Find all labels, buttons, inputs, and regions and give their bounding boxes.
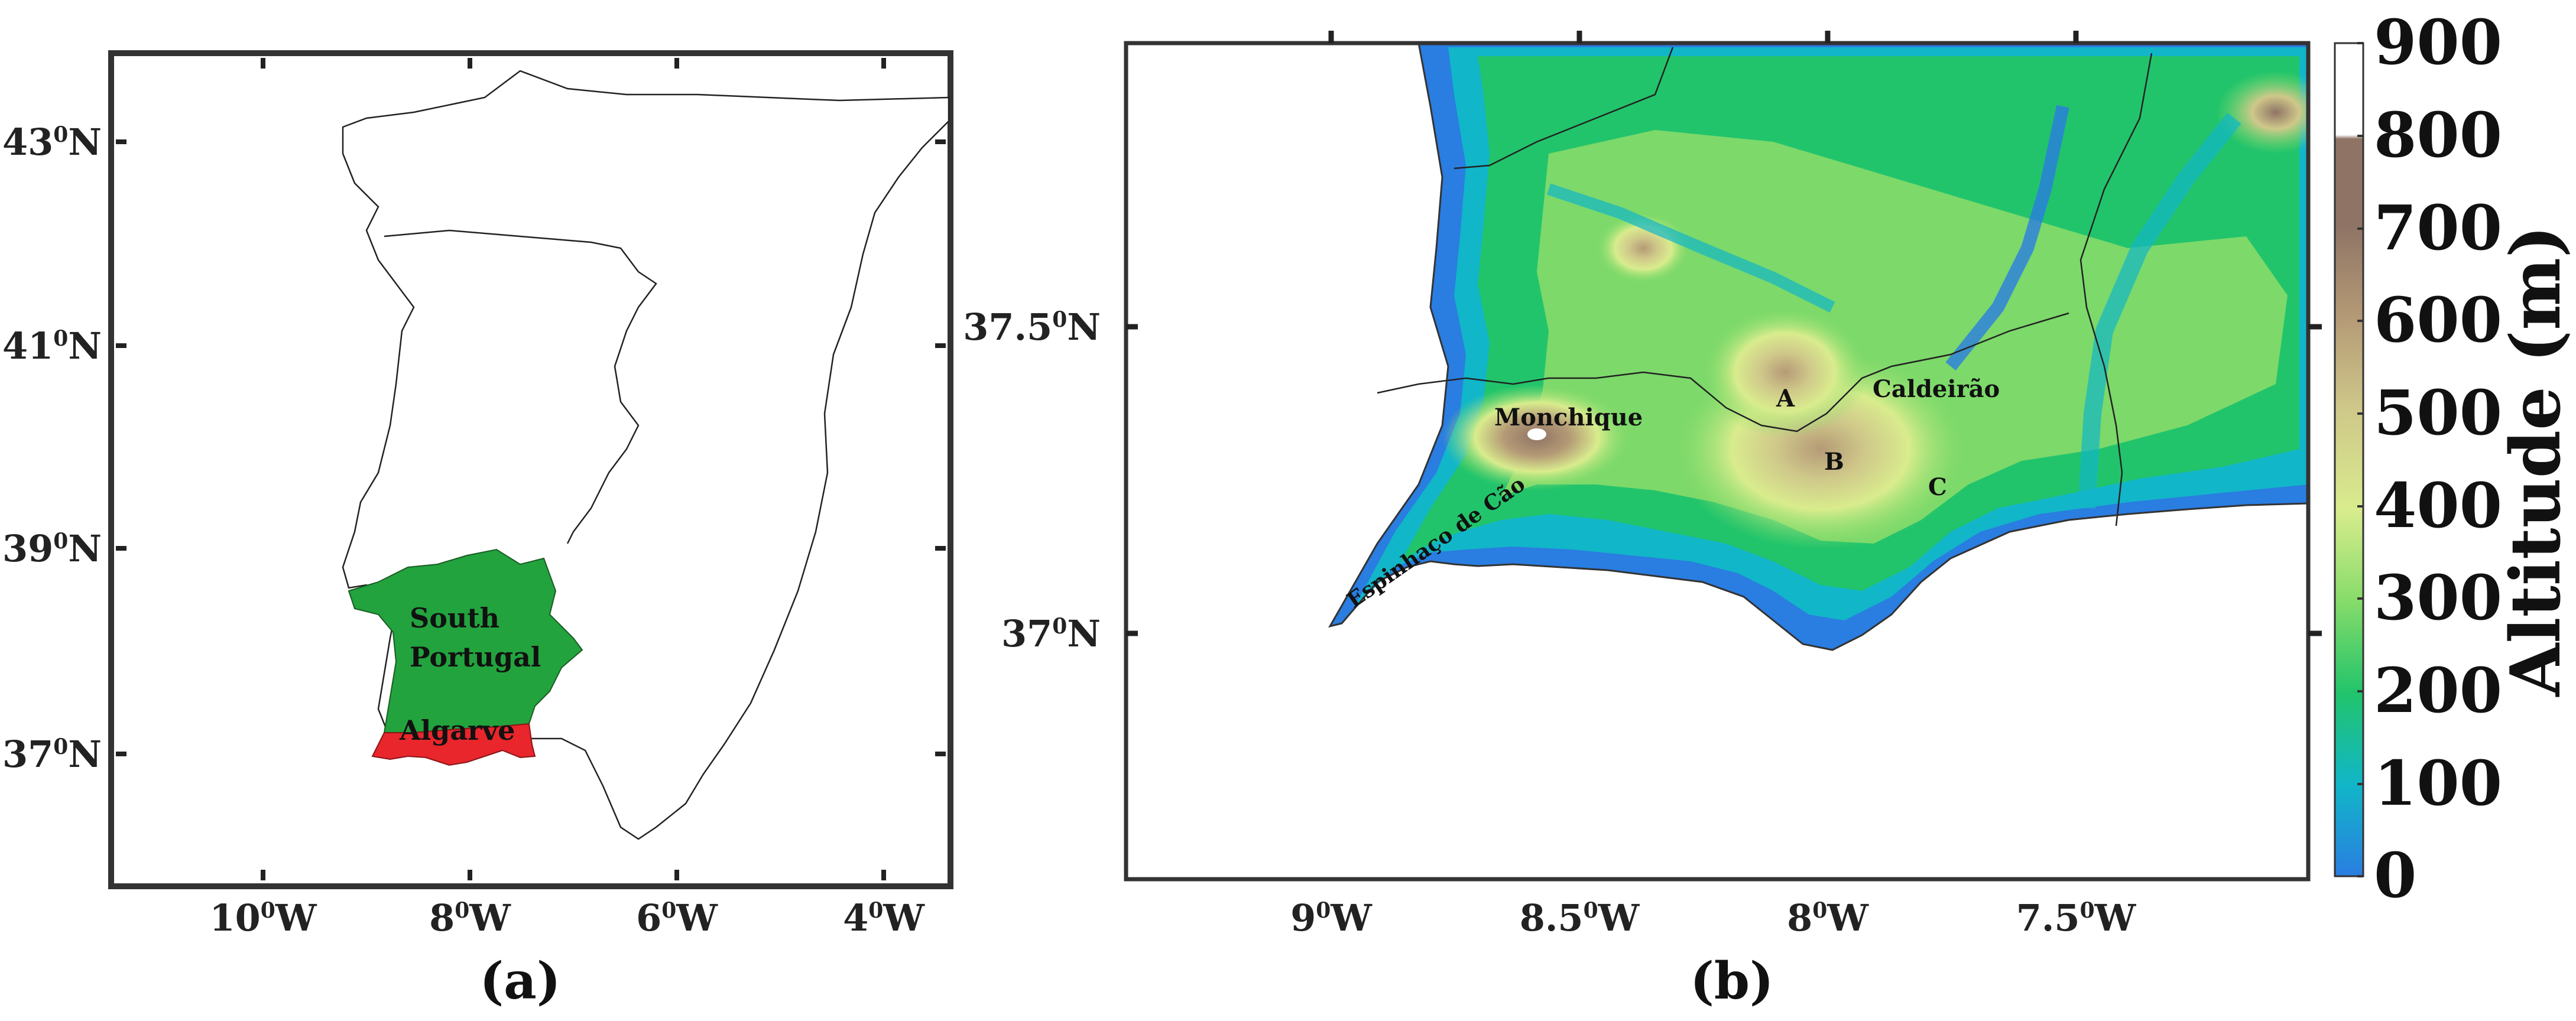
label-point-c: C — [1928, 473, 1947, 501]
colorbar-tick-label: 200 — [2374, 654, 2502, 727]
label-algarve: Algarve — [399, 714, 515, 746]
panel-b-xtick-label: 90W — [1290, 896, 1373, 939]
panel-b-ytick-label: 37.50N — [963, 305, 1101, 349]
panel-b-map: Monchique Caldeirão Espinhaço de Cão A B… — [963, 31, 2322, 1011]
panel-b-ticks — [1126, 31, 2322, 636]
label-point-b: B — [1824, 448, 1844, 476]
colorbar-tick-label: 600 — [2374, 284, 2502, 356]
panel-a-xtick-label: 40W — [843, 896, 925, 939]
coastline — [1328, 43, 2308, 651]
label-south-portugal-line2: Portugal — [410, 641, 541, 673]
panel-a-map: South Portugal Algarve 100W 80W 60W 40W — [2, 50, 953, 1011]
panel-b-xtick-label: 7.50W — [2016, 896, 2137, 939]
colorbar-tick-label: 800 — [2374, 99, 2502, 171]
colorbar-tick-label: 0 — [2374, 839, 2416, 912]
colorbar: 900 800 700 600 500 400 300 200 100 0 Al… — [2334, 6, 2576, 912]
panel-a-ticks — [116, 58, 946, 880]
colorbar-ticks — [2357, 42, 2363, 877]
colorbar-title: Altitude (m) — [2496, 225, 2576, 697]
region-south-portugal — [348, 548, 583, 733]
panel-a-label: (a) — [479, 951, 560, 1011]
label-monchique: Monchique — [1494, 404, 1643, 431]
panel-b-xtick-label: 80W — [1787, 896, 1869, 939]
label-caldeirao: Caldeirão — [1873, 375, 2000, 403]
colorbar-tick-label: 300 — [2374, 561, 2502, 634]
colorbar-tick-label: 400 — [2374, 469, 2502, 542]
region-algarve — [371, 723, 536, 766]
label-south-portugal-line1: South — [410, 602, 499, 634]
panel-b-frame — [1124, 41, 2311, 882]
region-border — [1454, 47, 1674, 170]
panel-b-label: (b) — [1690, 951, 1774, 1011]
panel-a-ytick-label: 390N — [2, 527, 102, 570]
panel-a-xtick-label: 60W — [636, 896, 718, 939]
colorbar-tick-label: 500 — [2374, 376, 2502, 449]
panel-b-ytick-label: 370N — [1001, 612, 1101, 655]
panel-a-xtick-label: 80W — [429, 896, 511, 939]
panel-a-ytick-label: 370N — [2, 733, 102, 776]
label-point-a: A — [1776, 385, 1795, 412]
region-border — [2079, 53, 2153, 526]
panel-a-xtick-label: 100W — [210, 896, 317, 939]
colorbar-gradient — [2334, 42, 2364, 877]
colorbar-tick-label: 100 — [2374, 747, 2502, 820]
colorbar-tick-label: 900 — [2374, 6, 2502, 79]
panel-b-xtick-label: 8.50W — [1520, 896, 1640, 939]
panel-a-ytick-label: 410N — [2, 324, 102, 368]
panel-a-ytick-label: 430N — [2, 121, 102, 164]
region-border — [1377, 312, 2069, 433]
colorbar-tick-label: 700 — [2374, 191, 2502, 264]
portugal-spain-border — [384, 229, 657, 544]
